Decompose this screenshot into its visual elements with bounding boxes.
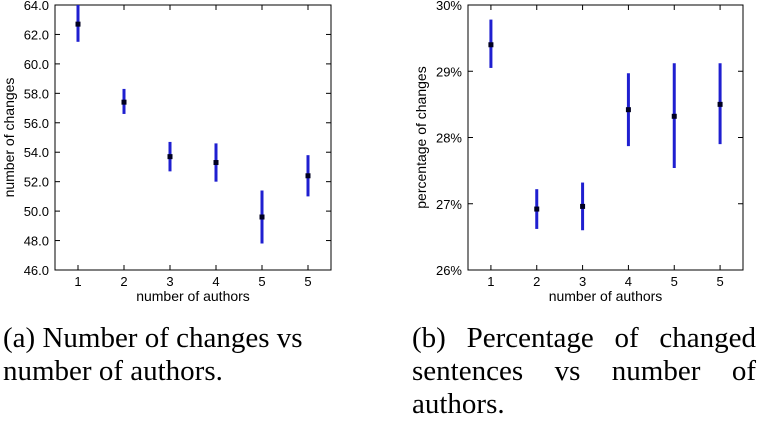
x-tick-label: 2	[533, 274, 540, 289]
caption-b-label: (b)	[412, 322, 446, 354]
data-point	[717, 101, 723, 107]
y-tick-label: 28%	[436, 131, 462, 146]
y-tick-label: 52.0	[24, 175, 49, 190]
y-tick-label: 46.0	[24, 263, 49, 278]
data-point	[671, 113, 677, 119]
y-tick-label: 60.0	[24, 57, 49, 72]
figure-canvas: 46.0 48.0 50.0 52.0 54.0 56.0 58.0 60.0 62.0 64.0…	[1, 0, 744, 304]
y-tick-label: 62.0	[24, 27, 49, 42]
y-tick-label: 48.0	[24, 234, 49, 249]
x-tick-label: 5	[671, 274, 678, 289]
data-point	[121, 99, 127, 105]
x-tick-label: 1	[74, 274, 81, 289]
y-tick-label: 56.0	[24, 116, 49, 131]
x-tick-label: 4	[625, 274, 632, 289]
x-tick-label: 4	[212, 274, 219, 289]
x-tick-label: 3	[166, 274, 173, 289]
y-tick-label: 58.0	[24, 86, 49, 101]
y-tick-label: 54.0	[24, 145, 49, 160]
y-tick-label: 50.0	[24, 204, 49, 219]
y-tick-label: 30%	[436, 0, 462, 13]
x-tick-label: 1	[487, 274, 494, 289]
data-point	[488, 42, 494, 48]
caption-b-text: Percentage of changed sentences vs numbe…	[412, 322, 756, 420]
y-tick-label: 64.0	[24, 0, 49, 13]
data-point	[213, 160, 219, 166]
plot-frame-a	[54, 4, 332, 271]
plot-frame-b	[467, 4, 744, 271]
y-tick-label: 27%	[436, 197, 462, 212]
chart-panel-b: 26% 27% 28% 29% 30% 1 2 3 4 5 5 number of authors pe…	[413, 0, 744, 304]
y-tick-label: 29%	[436, 64, 462, 79]
x-tick-label: 5	[716, 274, 723, 289]
y-tick-label: 26%	[436, 263, 462, 278]
data-point	[305, 173, 311, 179]
data-point	[580, 203, 586, 209]
x-axis-label: number of authors	[136, 288, 250, 304]
y-axis-label: number of changes	[1, 78, 17, 198]
x-tick-label: 2	[120, 274, 127, 289]
caption-b: (b) Percentage of changed sentences vs n…	[412, 322, 756, 421]
data-point	[625, 107, 631, 113]
caption-a: (a) Number of changes vs number of autho…	[3, 322, 353, 388]
x-tick-label: 3	[579, 274, 586, 289]
y-axis-label: percentage of changes	[413, 66, 429, 208]
x-tick-label: 5	[304, 274, 311, 289]
data-point	[259, 214, 265, 220]
data-point	[167, 154, 173, 160]
x-axis-label: number of authors	[549, 288, 663, 304]
chart-panel-a: 46.0 48.0 50.0 52.0 54.0 56.0 58.0 60.0 62.0 64.0…	[1, 0, 332, 304]
x-tick-label: 5	[258, 274, 265, 289]
caption-a-text: Number of changes vs number of authors.	[3, 322, 303, 387]
caption-a-label: (a)	[3, 322, 36, 354]
data-point	[75, 21, 81, 27]
data-point	[534, 206, 540, 212]
